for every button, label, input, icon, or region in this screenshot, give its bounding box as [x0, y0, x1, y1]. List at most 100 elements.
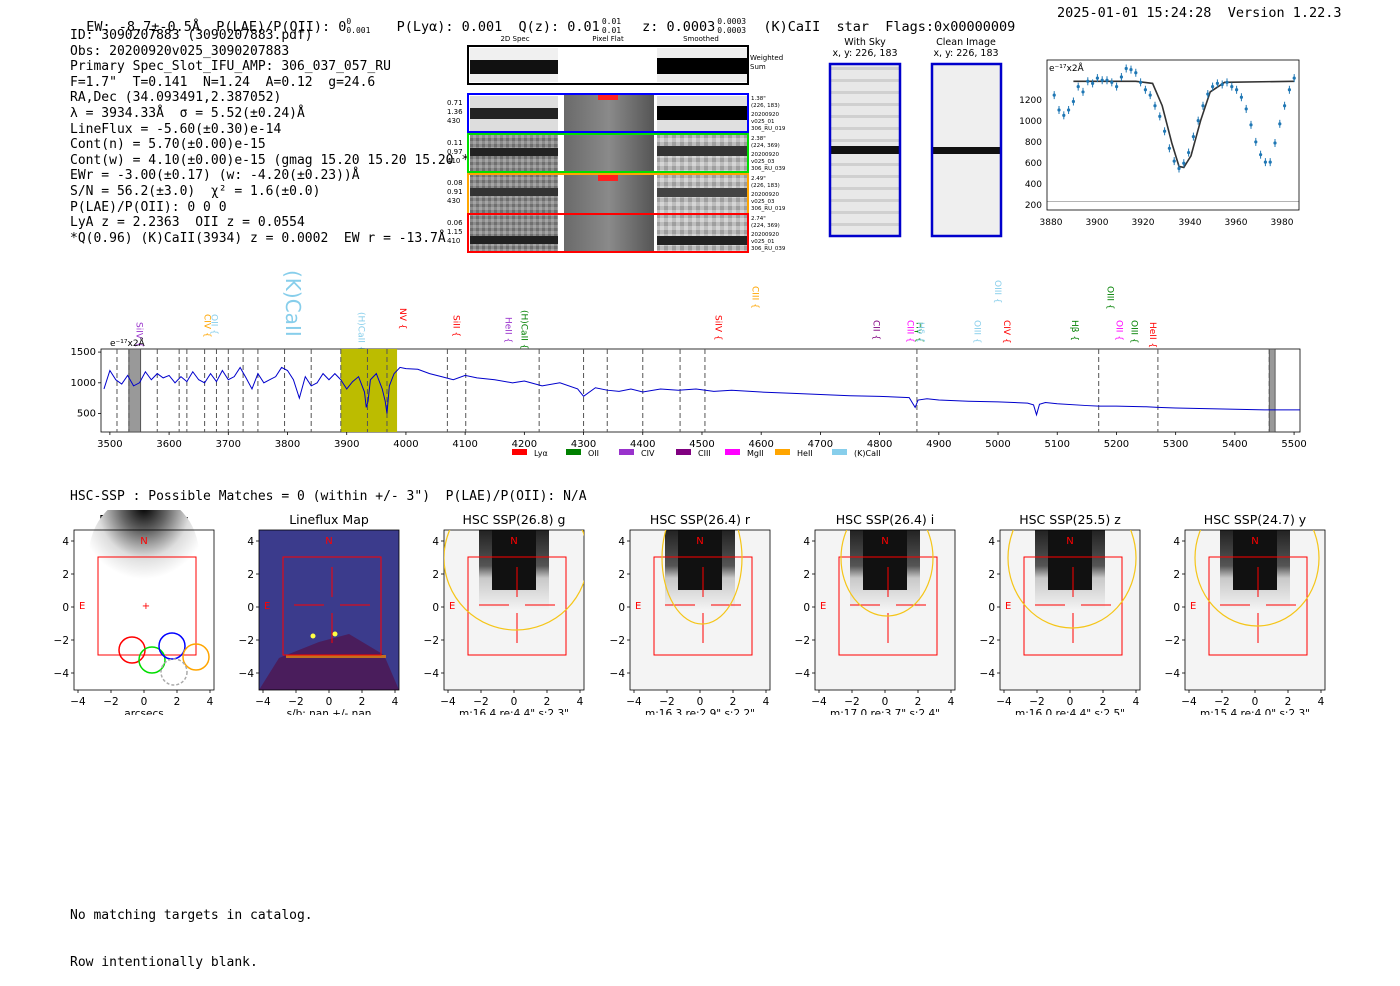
hsc-galaxy-core — [1233, 530, 1277, 590]
hsc-ytick: 4 — [618, 536, 625, 548]
row3-r0: 2.49" — [751, 176, 766, 182]
hsc-panel-group: Fiber PositionsNE+420−2−4−4−2024arcsecsL… — [54, 510, 1326, 715]
cutout-left-labels: 0.71 1.36 430 0.11 0.97 410 0.08 0.91 43… — [447, 99, 463, 245]
zoom-point — [1206, 92, 1210, 96]
hsc-ytick: 2 — [988, 569, 995, 581]
hsc-panel-title: HSC SSP(26.8) g — [463, 512, 566, 527]
hsc-ytick: −4 — [610, 668, 626, 680]
hsc-ytick: 4 — [988, 536, 995, 548]
p-ratio-sup: 0 — [346, 17, 352, 26]
row1-r3: v025_01 — [751, 119, 775, 125]
zoom-point — [1196, 119, 1200, 123]
zoom-point — [1278, 122, 1282, 126]
hsc-ytick: −2 — [610, 635, 625, 647]
row3-l0: 0.08 — [447, 179, 463, 187]
hsc-xtick: 4 — [763, 696, 770, 708]
zoom-point — [1148, 93, 1152, 97]
fiber-circle — [138, 646, 166, 674]
legend-label: MgII — [747, 449, 764, 458]
hsc-xtick: 4 — [948, 696, 955, 708]
legend-swatch — [676, 449, 691, 455]
hsc-ytick: 2 — [432, 569, 439, 581]
qz-sup: 0.01 — [601, 17, 622, 26]
zoom-point — [1292, 76, 1296, 80]
info-obs: Obs: 20200920v025_3090207883 — [70, 43, 290, 59]
cutout-row-1 — [467, 93, 749, 133]
hsc-xtick: 4 — [207, 696, 214, 708]
hsc-panel-caption: m:16.0 re:4.4" s:2.5" — [1015, 708, 1125, 715]
hsc-xtick: 0 — [511, 696, 518, 708]
hsc-xtick: −4 — [440, 696, 456, 708]
info-plae: P(LAE)/P(OII): 0 0 0 — [70, 199, 227, 215]
row2-l0: 0.11 — [447, 139, 463, 147]
hsc-ytick: 2 — [247, 569, 254, 581]
zoom-ytick-1000: 1000 — [1019, 117, 1042, 127]
line-label-oii: OII { — [1113, 320, 1123, 341]
fiber-bg-lower — [74, 640, 214, 690]
line-label-heii: HeII { — [502, 317, 512, 343]
line-label-oii: OII { — [209, 314, 219, 335]
info-contw: Cont(w) = 4.10(±0.00)e-15 (gmag 15.20 15… — [70, 152, 477, 168]
line-label-civ: CIV { — [202, 314, 212, 338]
hsc-galaxy-core — [863, 530, 907, 590]
zoom-ytick-400: 400 — [1025, 180, 1042, 190]
lineflux-point — [310, 633, 316, 639]
zoom-ytick-800: 800 — [1025, 138, 1042, 148]
zoom-point — [1062, 113, 1066, 117]
aperture-box — [1208, 556, 1308, 656]
zoom-point — [1211, 84, 1215, 89]
hsc-panel-caption: m:17.0 re:3.7" s:2.4" — [830, 708, 940, 715]
zoom-point — [1254, 140, 1258, 144]
hsc-panel-3: HSC SSP(26.8) g N E 4 2 0 −2 −4 −4 −2 0 2 4 m:16.4 re… — [424, 512, 585, 715]
spec-xtick: 4700 — [808, 439, 833, 450]
fiber-circle — [182, 643, 210, 671]
row4-r4: 306_RU_039 — [751, 246, 786, 252]
hsc-ytick: 0 — [432, 602, 439, 614]
hsc-panel-caption: arcsecs — [124, 708, 163, 715]
aperture-box — [97, 556, 197, 656]
lineflux-region — [259, 634, 399, 690]
line-label-h: Hβ { — [1069, 320, 1079, 341]
masked-region-left — [128, 348, 142, 433]
line-label-ciii: CIII { — [904, 320, 914, 343]
hsc-ytick: −4 — [1165, 668, 1181, 680]
hsc-xtick: −2 — [659, 696, 674, 708]
north-label: N — [140, 536, 147, 547]
zoom-point — [1158, 114, 1162, 118]
hsc-ytick: 4 — [62, 536, 69, 548]
spectrum-line-labels: SiIV {CIV {OII {(H)CaII {NV {SiII {HeII … — [134, 280, 1158, 352]
zoom-fit-plot: e⁻¹⁷x2Å 1200 1000 800 600 400 200 0 3880… — [1019, 59, 1300, 228]
row2-r3: v025_03 — [751, 159, 775, 165]
row4-r0: 2.74" — [751, 216, 766, 222]
zoom-point — [1076, 84, 1080, 89]
zoom-xtick-3880: 3880 — [1040, 218, 1063, 228]
zoom-point — [1105, 78, 1109, 82]
info-lineflux: LineFlux = -5.60(±0.30)e-14 — [70, 121, 282, 137]
row4-r2: 20200920 — [751, 232, 779, 238]
zoom-point — [1143, 88, 1147, 92]
hsc-ytick: 0 — [1173, 602, 1180, 614]
line-label-hcaii: (H)CaII { — [356, 312, 366, 352]
east-label: E — [449, 601, 455, 612]
legend-swatch — [566, 449, 581, 455]
hsc-xtick: 2 — [174, 696, 181, 708]
info-fiber: F=1.7" T=0.141 N=1.24 A=0.12 g=24.6 — [70, 74, 376, 90]
effective-radius-ellipse — [1007, 530, 1137, 629]
hsc-panel-caption: m:16.3 re:2.9" s:2.2" — [645, 708, 755, 715]
legend-swatch — [725, 449, 740, 455]
hsc-xtick: 0 — [326, 696, 333, 708]
hsc-panel-title: HSC SSP(25.5) z — [1019, 512, 1121, 527]
spec-xtick: 4300 — [571, 439, 596, 450]
fiber-cutouts: 2D Spec Pixel Flat Smoothed Weighted Sum — [447, 35, 786, 253]
east-label: E — [1005, 601, 1011, 612]
effective-radius-ellipse — [661, 530, 743, 625]
spec-xtick: 5300 — [1163, 439, 1188, 450]
hsc-galaxy-core — [492, 530, 536, 590]
hsc-panel-6: HSC SSP(25.5) z N E 4 2 0 −2 −4 −4 −2 0 2 4 m:16.0 re… — [980, 512, 1141, 715]
hsc-ytick: 4 — [803, 536, 810, 548]
zoom-xtick-3980: 3980 — [1271, 218, 1294, 228]
full-spectrum-plot: SiIV {CIV {OII {(H)CaII {NV {SiII {HeII … — [71, 270, 1307, 458]
zoom-xtick-3900: 3900 — [1086, 218, 1109, 228]
hsc-xtick: −2 — [103, 696, 118, 708]
weighted-sum-row: Weighted Sum — [467, 45, 783, 85]
